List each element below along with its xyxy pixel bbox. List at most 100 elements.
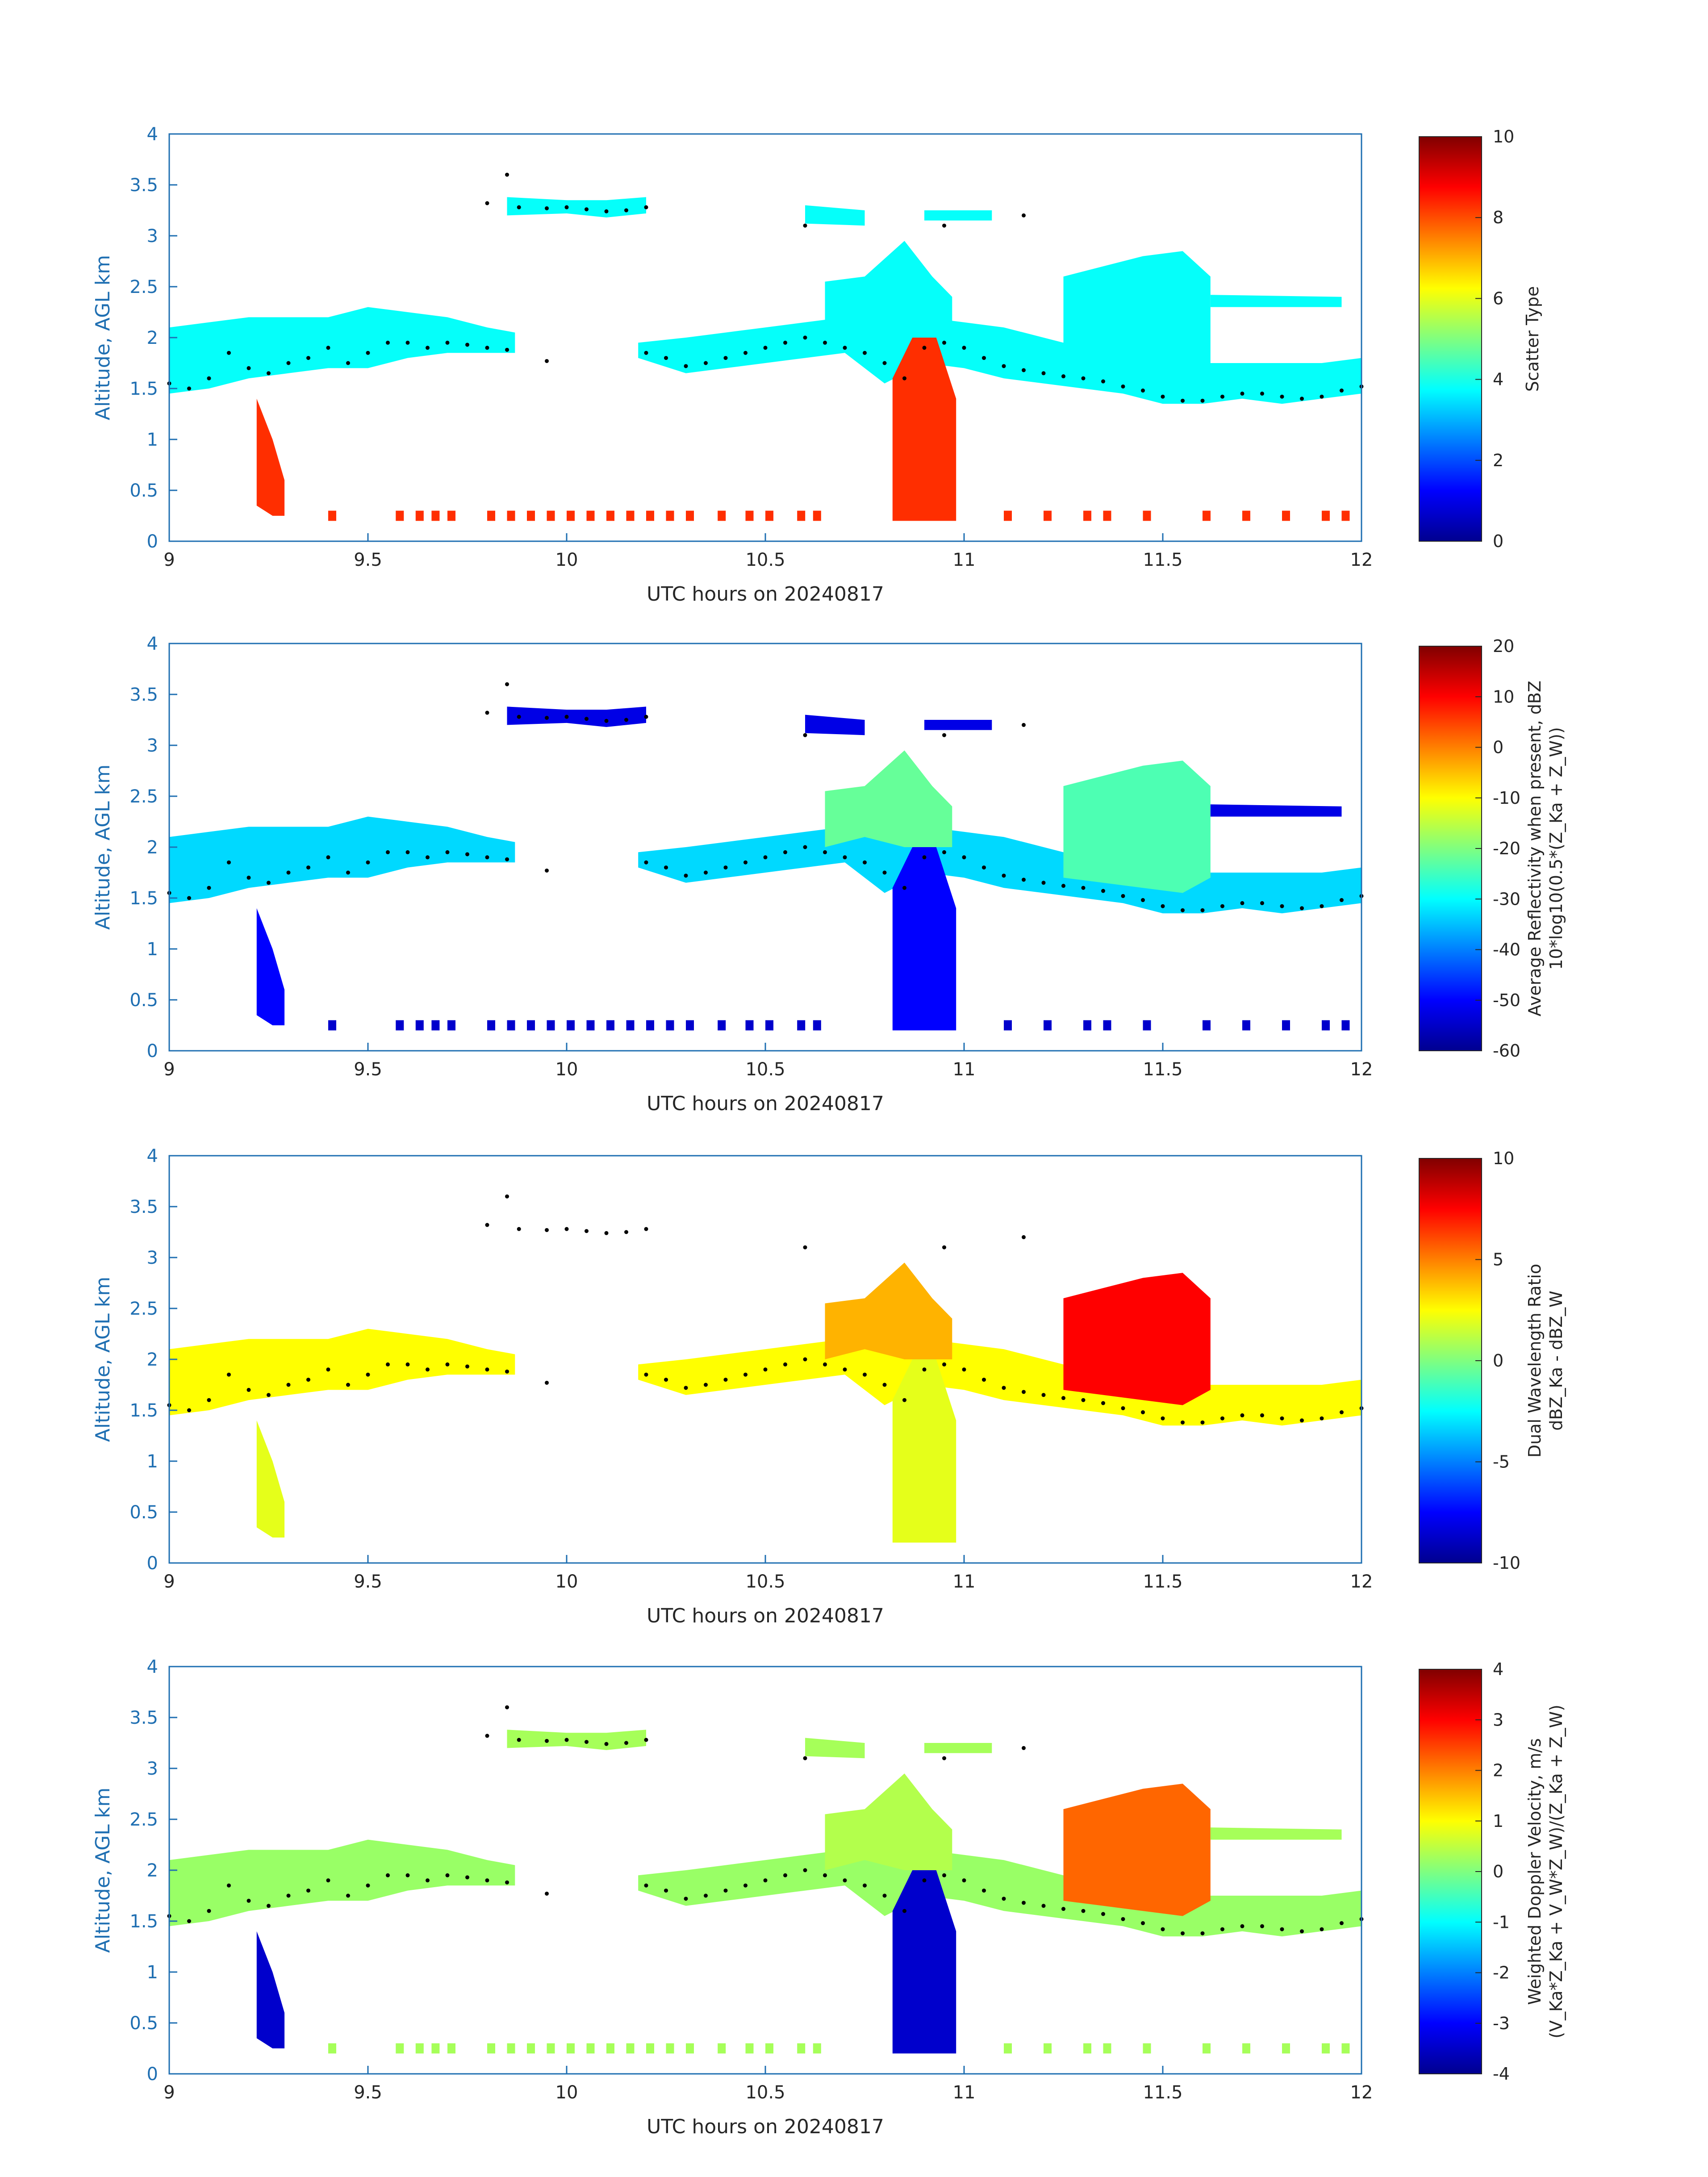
precip-shaft-main <box>892 1359 956 1543</box>
ground-echo <box>718 2043 726 2054</box>
cloud-base-dot <box>1300 906 1304 911</box>
ground-echo <box>447 2043 455 2054</box>
panel-3: 9 9.5 10 10.5 11 11.5 12 00.511.522.533.54 UTC… <box>92 1146 1566 1627</box>
cloud-base-dot <box>803 845 807 849</box>
cloud-base-dot <box>1240 391 1244 396</box>
cloud-base-dot <box>644 860 648 865</box>
cloud-base-dot <box>1101 889 1105 893</box>
cloud-base-dot <box>704 361 708 365</box>
cloud-base-dot <box>743 1883 748 1888</box>
cloud-base-dot <box>624 1741 628 1745</box>
ground-echo <box>1341 1020 1350 1031</box>
y-tick-label: 3.5 <box>129 685 158 705</box>
cloud-base-dot <box>517 205 521 209</box>
ground-echo <box>396 510 404 521</box>
plot-area-4 <box>167 1705 1364 2054</box>
y-tick-label: 3 <box>147 735 158 756</box>
ground-echo <box>1143 1020 1151 1031</box>
cloud-base-dot <box>644 1227 648 1231</box>
cloud-base-dot <box>207 1398 211 1402</box>
ground-echo <box>1083 2043 1091 2054</box>
ground-echo <box>1103 1020 1111 1031</box>
cloud-base-dot <box>1320 904 1324 908</box>
y-tick-label: 2.5 <box>129 277 158 297</box>
colorbar-tick-label: 0 <box>1493 738 1503 757</box>
colorbar-label-4b: (V_Ka*Z_Ka + V_W*Z_W)/(Z_Ka + Z_W) <box>1546 1705 1566 2039</box>
cloud-base-dot <box>306 865 310 870</box>
ground-echo <box>626 1020 635 1031</box>
ground-echo <box>415 2043 424 2054</box>
cloud-base-dot <box>902 1398 906 1402</box>
cloud-base-dot <box>1340 389 1344 393</box>
y-ticks-3: 0 0.5 1 1.5 2 2.5 3 3.5 4 <box>129 1146 177 1574</box>
y-tick-label: 0 <box>147 1553 158 1574</box>
cloud-base-dot <box>723 1889 728 1893</box>
x-tick-label: 10.5 <box>745 550 785 570</box>
cloud-base-dot <box>1260 901 1264 905</box>
precip-shaft-west <box>256 908 285 1025</box>
cloud-base-dot <box>743 860 748 865</box>
x-ticks-4: 9 9.5 10 10.5 11 11.5 12 <box>163 2066 1373 2103</box>
y-tick-label: 3.5 <box>129 175 158 196</box>
colorbar-tick-label: -10 <box>1493 788 1520 808</box>
anvil-cloud <box>1063 1784 1211 1916</box>
cloud-base-dot <box>346 1383 350 1387</box>
upper-cloud-layer <box>507 197 646 217</box>
cloud-base-dot <box>624 208 628 213</box>
cloud-base-dot <box>1081 376 1086 380</box>
cloud-base-dot <box>684 1386 688 1390</box>
colorbar-tick-label: -20 <box>1493 839 1520 858</box>
cloud-base-dot <box>942 1873 946 1877</box>
ground-echo <box>567 2043 575 2054</box>
y-tick-label: 0.5 <box>129 2013 158 2034</box>
cloud-base-dot <box>1121 1917 1125 1921</box>
ground-echo <box>396 1020 404 1031</box>
upper-streak <box>1210 804 1342 817</box>
colorbar-tick-label: 10 <box>1493 687 1514 706</box>
y-tick-label: 2.5 <box>129 786 158 807</box>
cloud-base-dot <box>405 1362 410 1366</box>
ground-echo <box>1143 2043 1151 2054</box>
cloud-base-dot <box>545 868 549 873</box>
cloud-base-dot <box>882 1893 887 1898</box>
colorbar-label-3a: Dual Wavelength Ratio <box>1525 1264 1545 1458</box>
ground-echo <box>1044 510 1052 521</box>
ground-echo <box>1322 1020 1330 1031</box>
cloud-base-dot <box>1200 908 1205 912</box>
colorbar-tick-label: 20 <box>1493 636 1514 656</box>
ground-echo <box>1083 1020 1091 1031</box>
y-tick-label: 3 <box>147 1248 158 1268</box>
cloud-base-dot <box>207 1909 211 1913</box>
cloud-base-dot <box>564 205 569 209</box>
cloud-base-dot <box>664 865 668 870</box>
ground-echo <box>666 510 674 521</box>
cloud-base-dot <box>1061 374 1065 379</box>
precip-shaft-west <box>256 1420 285 1538</box>
cloud-base-dot <box>517 1738 521 1742</box>
cloud-layer-west <box>169 1839 515 1926</box>
cloud-base-dot <box>1280 394 1284 399</box>
x-tick-label: 11 <box>953 2082 976 2103</box>
cloud-base-dot <box>1280 904 1284 908</box>
colorbar-tick-label: -50 <box>1493 990 1520 1010</box>
cloud-base-dot <box>564 1738 569 1742</box>
cloud-base-dot <box>267 1904 271 1908</box>
precip-shaft-west <box>256 1931 285 2048</box>
ground-echo <box>431 510 440 521</box>
cloud-base-dot <box>704 1383 708 1387</box>
cloud-base-dot <box>644 1372 648 1377</box>
colorbar-label-2a: Average Reflectivity when present, dBZ <box>1525 681 1545 1016</box>
cloud-base-dot <box>1340 1410 1344 1415</box>
cloud-base-dot <box>942 850 946 854</box>
cloud-base-dot <box>426 1367 430 1372</box>
cloud-base-dot <box>823 1362 827 1366</box>
cloud-base-dot <box>1101 1401 1105 1405</box>
cloud-base-dot <box>763 1878 768 1883</box>
cloud-base-dot <box>505 1880 509 1885</box>
cloud-base-dot <box>843 855 847 860</box>
cloud-base-dot <box>962 1367 966 1372</box>
cloud-base-dot <box>207 886 211 890</box>
y-tick-label: 4 <box>147 124 158 145</box>
y-tick-label: 2 <box>147 1860 158 1881</box>
colorbar-tick-label: 2 <box>1493 451 1503 470</box>
